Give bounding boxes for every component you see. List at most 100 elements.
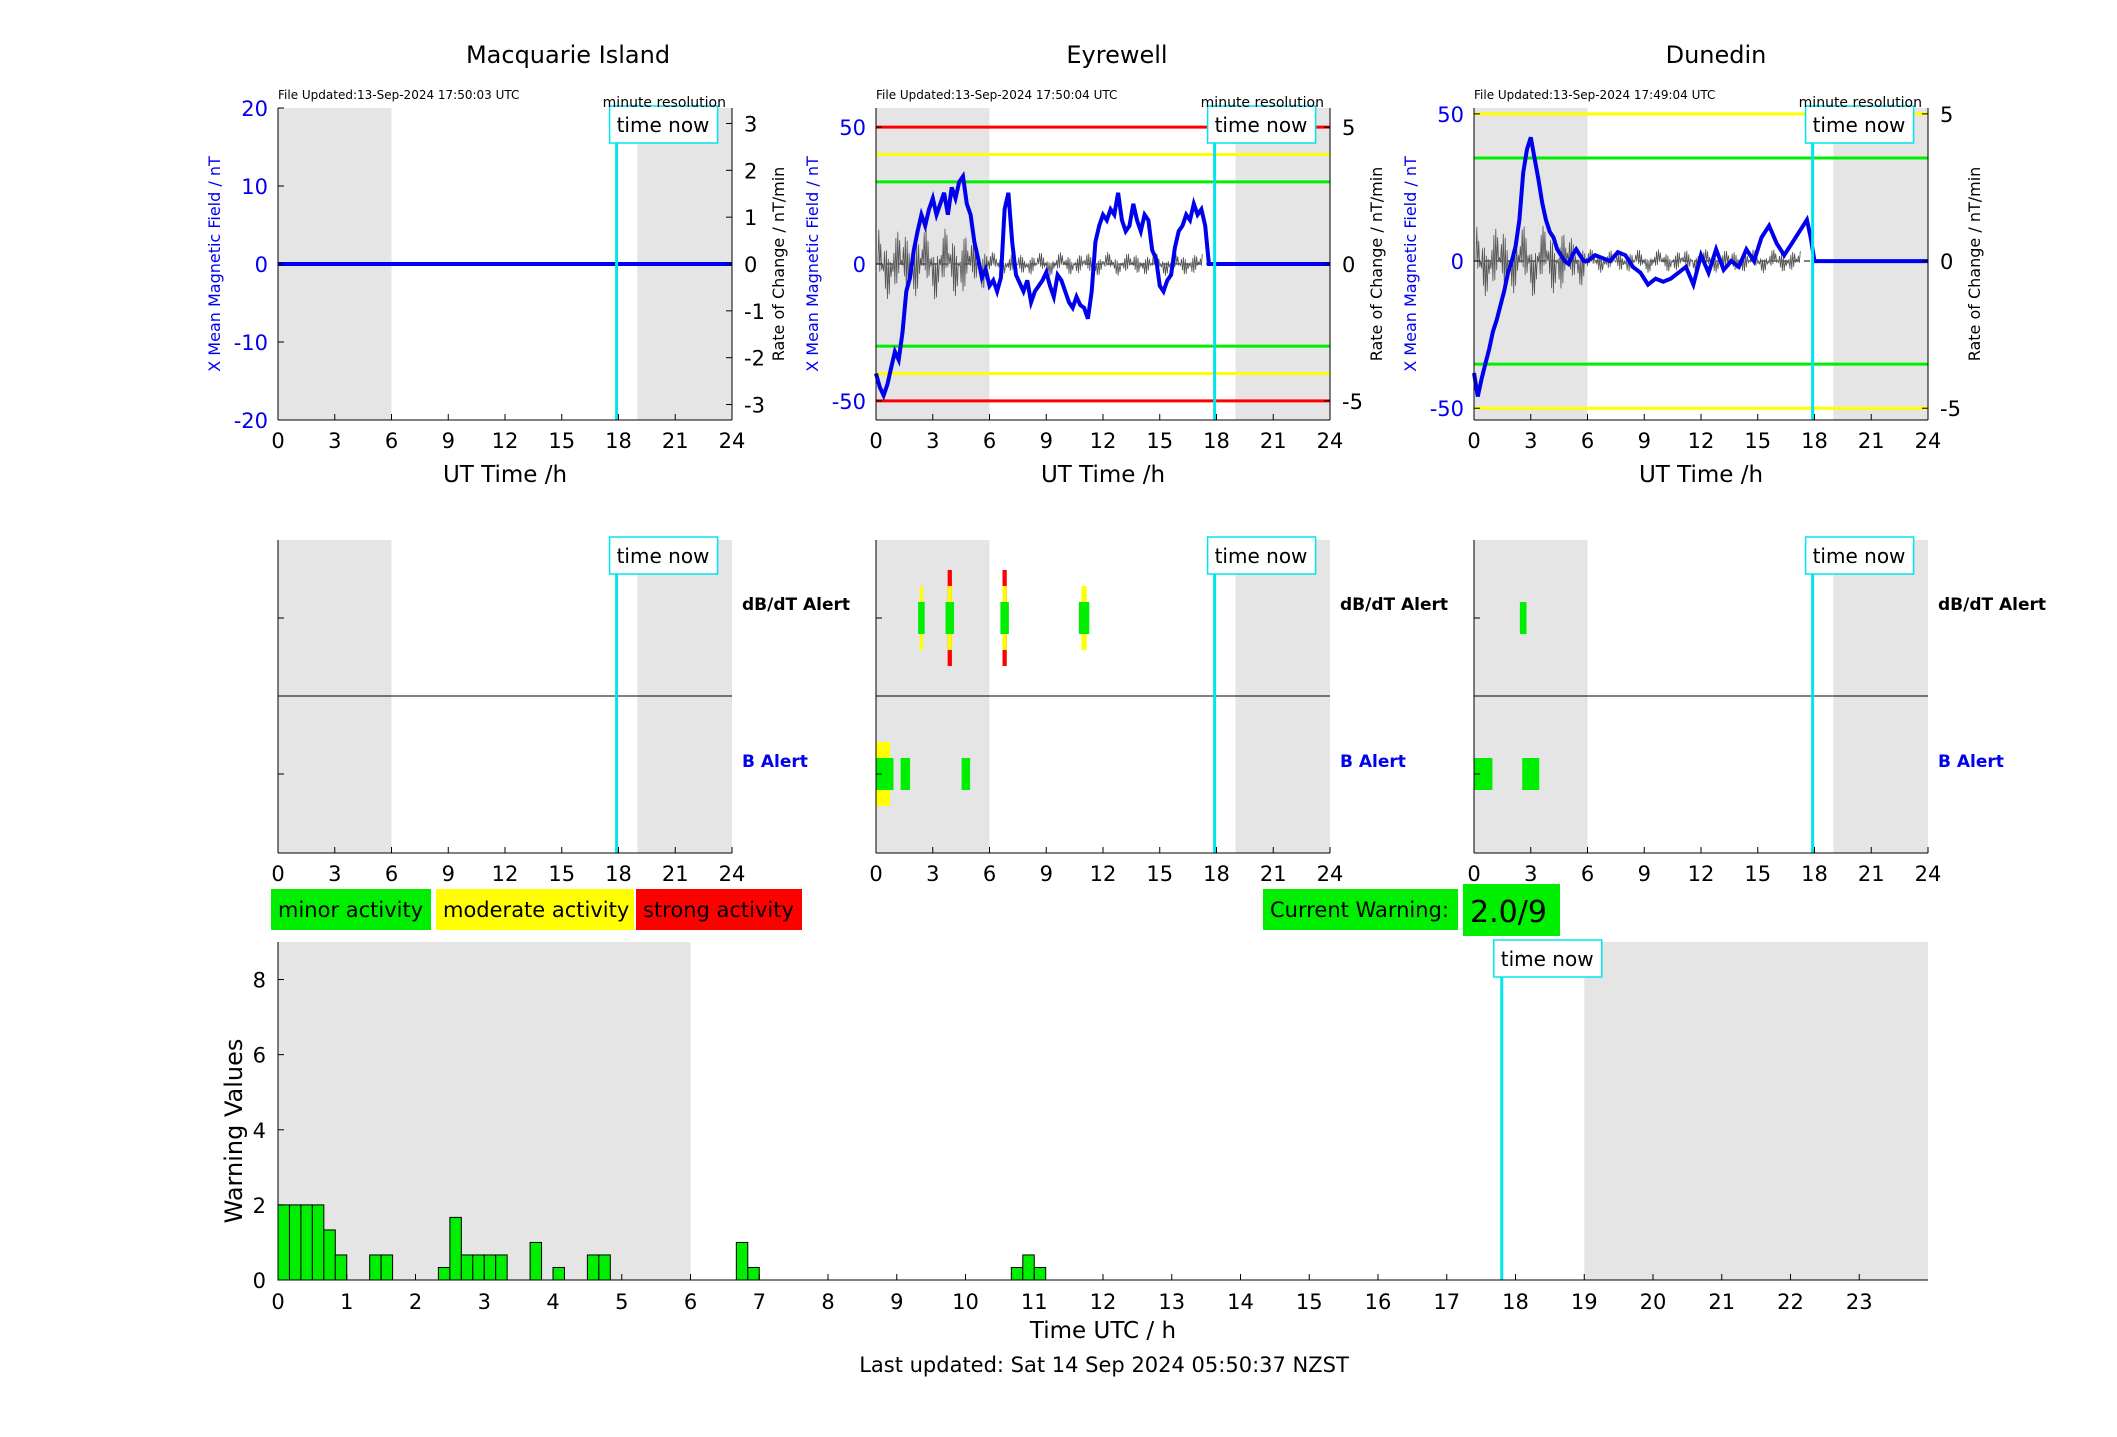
x-tick-label: 18 — [605, 862, 632, 886]
magnetometer-panels: time now File Updated:13-Sep-2024 17:50:0… — [205, 88, 1984, 488]
x-tick-label: 9 — [1040, 429, 1053, 453]
x-tick-label: 6 — [983, 429, 996, 453]
x-tick-label: 2 — [409, 1290, 422, 1314]
warning-bar — [288, 1204, 302, 1281]
warning-bar — [552, 1266, 565, 1281]
dbdt-alert-label: dB/dT Alert — [742, 595, 850, 615]
x-tick-label: 0 — [1467, 862, 1480, 886]
x-tick-label: 12 — [492, 429, 519, 453]
y-axis-label: Warning Values — [220, 1039, 248, 1224]
time-now-label: time now — [617, 113, 710, 137]
station-title: Eyrewell — [1066, 41, 1167, 69]
x-tick-label: 22 — [1777, 1290, 1804, 1314]
y-tick-label: 10 — [241, 175, 268, 199]
warning-bar — [369, 1254, 382, 1281]
magnetic-field-trace — [874, 171, 1330, 401]
current-warning-value: 2.0/9 — [1470, 895, 1547, 930]
time-now-label: time now — [1215, 544, 1308, 568]
y-axis-label: X Mean Magnetic Field / nT — [803, 156, 822, 372]
x-axis-label: Time UTC / h — [1029, 1318, 1176, 1344]
time-now-box — [1206, 105, 1317, 144]
x-tick-label: 8 — [821, 1290, 834, 1314]
b-alert-minor — [961, 758, 971, 790]
x-tick-label: 18 — [1801, 429, 1828, 453]
x-tick-label: 15 — [1744, 429, 1771, 453]
night-shade — [1584, 942, 1928, 1280]
y2-tick-label: -2 — [744, 347, 765, 371]
legend-moderate-label: moderate activity — [443, 898, 629, 922]
time-now-box — [1206, 536, 1317, 575]
alert-panel: time now 0 3 6 9 12 15 18 21 24 dB/dT Alert B Alert — [1467, 536, 2046, 886]
x-tick-label: 20 — [1640, 1290, 1667, 1314]
x-tick-label: 24 — [719, 862, 746, 886]
x-tick-label: 6 — [385, 862, 398, 886]
x-tick-label: 7 — [753, 1290, 766, 1314]
y-tick-label: 0 — [853, 253, 866, 277]
magnetic-field-trace — [1472, 136, 1928, 397]
x-tick-label: 10 — [952, 1290, 979, 1314]
time-now-label: time now — [1813, 113, 1906, 137]
x-tick-label: 24 — [1915, 429, 1942, 453]
warning-bar — [460, 1254, 474, 1281]
y2-tick-label: 2 — [744, 159, 757, 183]
current-warning-value-badge — [1463, 884, 1560, 936]
y-tick-label: 0 — [255, 253, 268, 277]
x-tick-label: 15 — [1296, 1290, 1323, 1314]
b-alert-minor — [1522, 758, 1540, 790]
x-tick-label: 0 — [271, 862, 284, 886]
y2-tick-label: -1 — [744, 300, 765, 324]
y2-tick-label: 3 — [744, 112, 757, 136]
y-tick-label: -50 — [832, 390, 866, 414]
dbdt-alert-minor — [945, 602, 955, 634]
x-tick-label: 18 — [1502, 1290, 1529, 1314]
y-tick-label: 2 — [253, 1194, 266, 1218]
y-tick-label: -50 — [1430, 397, 1464, 421]
b-alert-minor — [1474, 758, 1493, 790]
station-title: Macquarie Island — [466, 41, 670, 69]
x-tick-label: 15 — [1146, 862, 1173, 886]
dbdt-alert-label: dB/dT Alert — [1938, 595, 2046, 615]
warning-bar — [437, 1266, 451, 1281]
y-tick-label: 20 — [241, 97, 268, 121]
x-tick-label: 15 — [1146, 429, 1173, 453]
last-updated: Last updated: Sat 14 Sep 2024 05:50:37 N… — [859, 1353, 1349, 1377]
x-tick-label: 0 — [271, 1290, 284, 1314]
warning-bar — [323, 1229, 336, 1281]
x-tick-label: 12 — [492, 862, 519, 886]
x-tick-label: 0 — [869, 862, 882, 886]
rate-of-change-trace — [1475, 225, 1801, 297]
x-tick-label: 15 — [1744, 862, 1771, 886]
x-tick-label: 11 — [1021, 1290, 1048, 1314]
x-tick-label: 3 — [328, 862, 341, 886]
y2-tick-label: 0 — [1940, 250, 1953, 274]
x-tick-label: 19 — [1571, 1290, 1598, 1314]
x-tick-label: 6 — [385, 429, 398, 453]
legend-minor-swatch — [271, 889, 431, 930]
y2-tick-label: -5 — [1342, 390, 1363, 414]
warning-bar — [1022, 1254, 1035, 1281]
time-now-label: time now — [617, 544, 710, 568]
alert-panel: time now 0 3 6 9 12 15 18 21 24 dB/dT Alert B Alert — [271, 536, 850, 886]
x-tick-label: 9 — [442, 429, 455, 453]
x-tick-label: 18 — [1801, 862, 1828, 886]
x-tick-label: 18 — [1203, 862, 1230, 886]
x-tick-label: 24 — [719, 429, 746, 453]
minute-resolution-label: minute resolution — [603, 95, 726, 111]
station-title: Dunedin — [1666, 41, 1767, 69]
x-tick-label: 17 — [1433, 1290, 1460, 1314]
magnetometer-panel: time now File Updated:13-Sep-2024 17:49:0… — [1401, 88, 1984, 488]
night-shade — [278, 942, 691, 1280]
y2-tick-label: 1 — [744, 206, 757, 230]
x-tick-label: 3 — [478, 1290, 491, 1314]
time-now-box — [1804, 536, 1915, 575]
time-now-label: time now — [1501, 947, 1594, 971]
warning-bar — [277, 1204, 290, 1281]
x-tick-label: 12 — [1090, 862, 1117, 886]
x-tick-label: 0 — [271, 429, 284, 453]
y2-tick-label: -5 — [1940, 397, 1961, 421]
x-tick-label: 3 — [926, 429, 939, 453]
y-tick-label: 50 — [1437, 103, 1464, 127]
x-tick-label: 21 — [662, 862, 689, 886]
dbdt-alert-minor — [1078, 602, 1090, 634]
warning-bar — [472, 1254, 485, 1281]
